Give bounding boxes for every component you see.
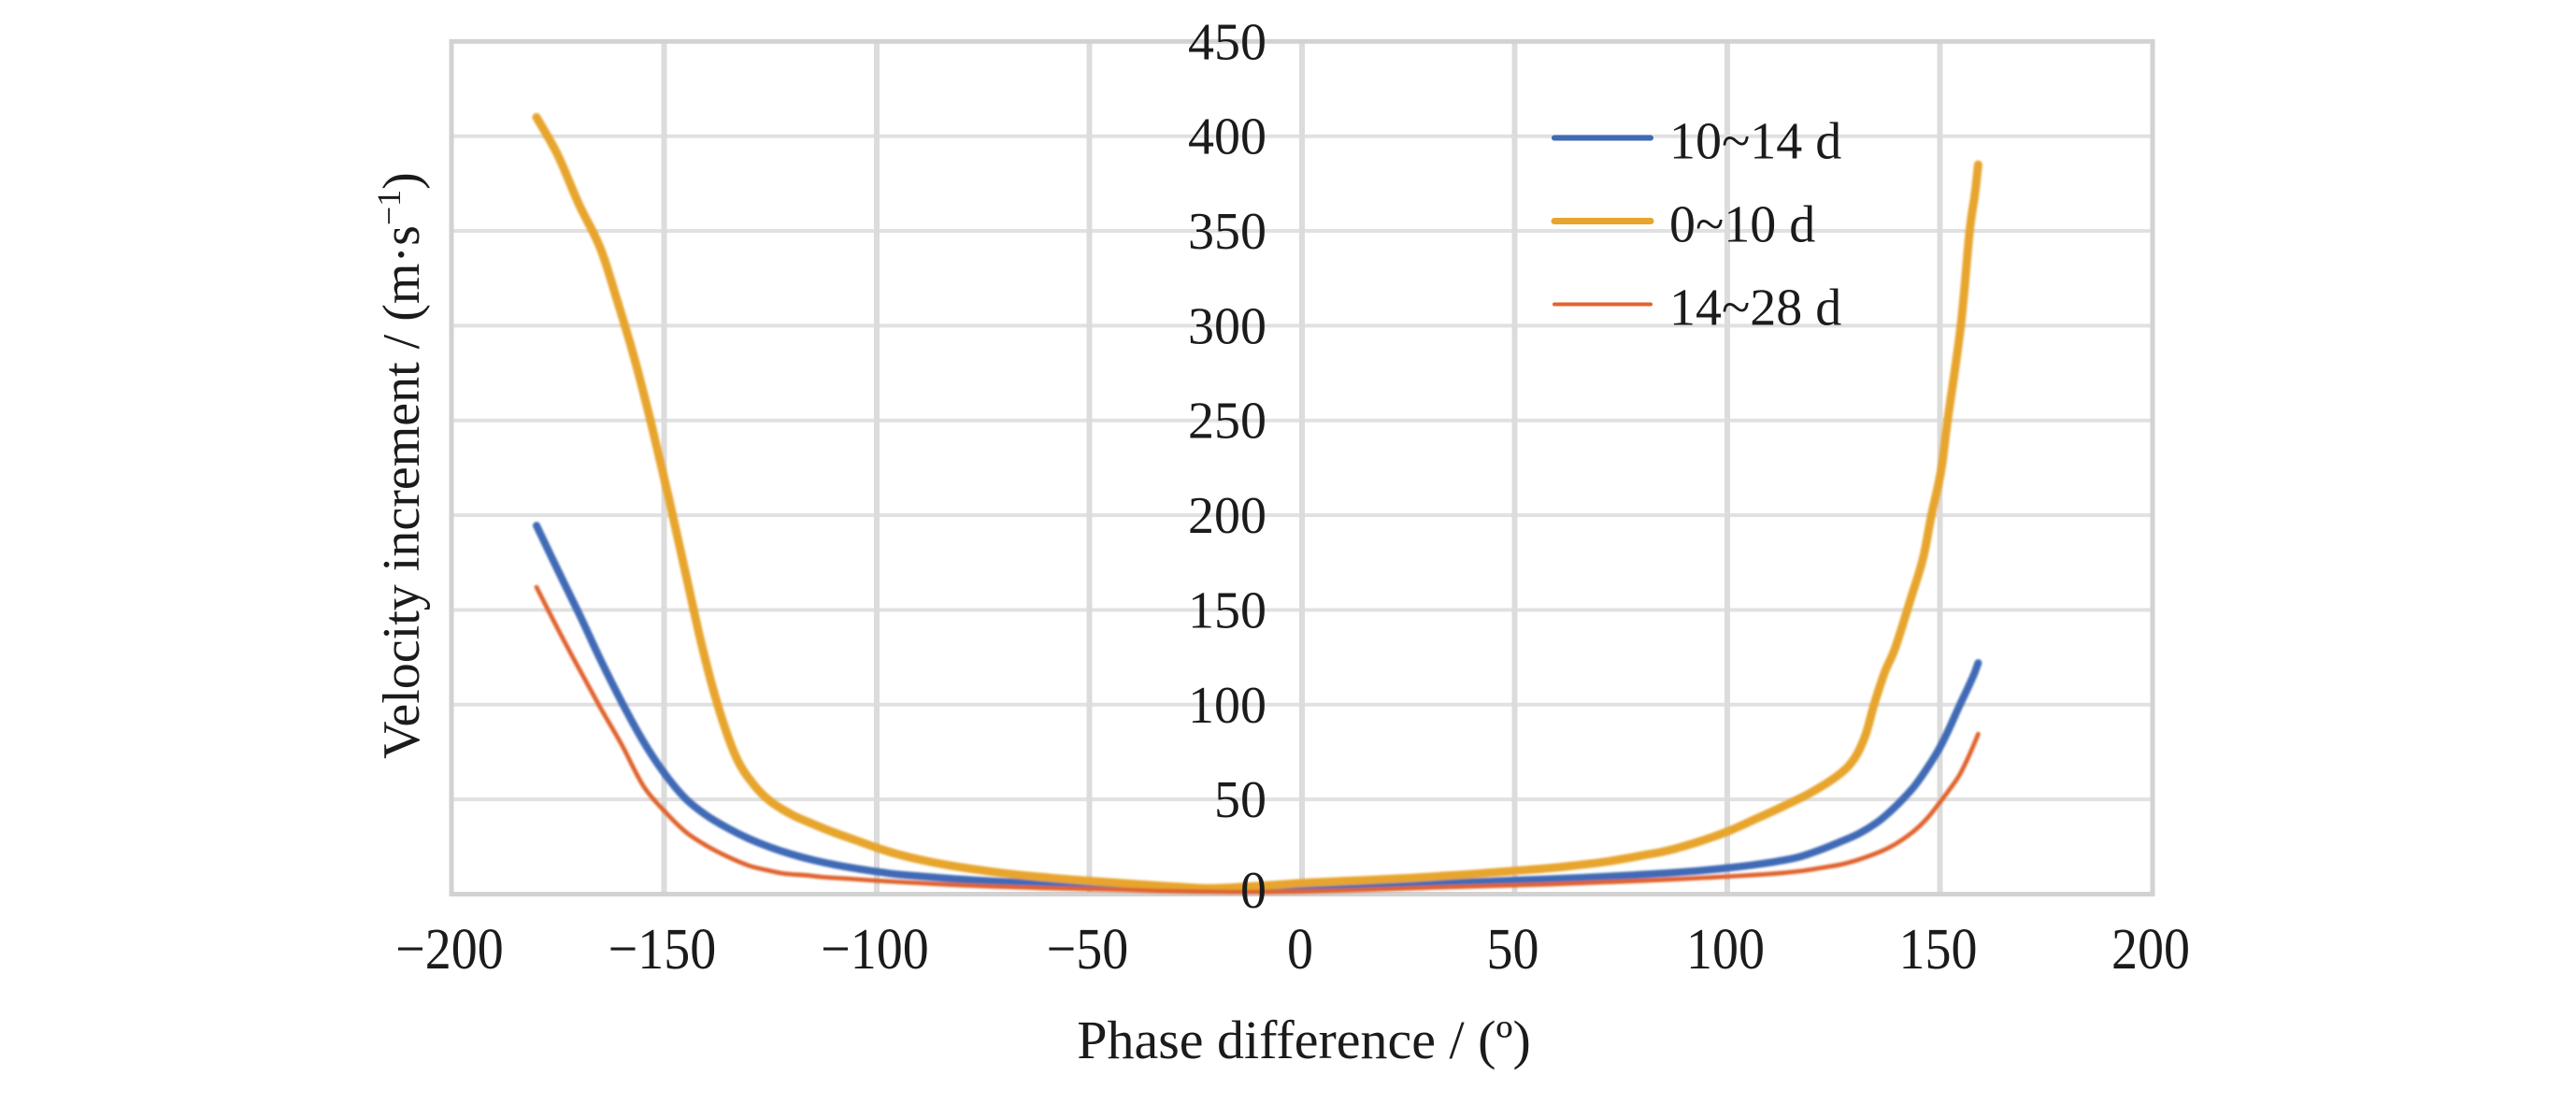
svg-text:150: 150 [1188, 582, 1267, 640]
svg-text:100: 100 [1686, 916, 1765, 982]
svg-text:100: 100 [1188, 677, 1267, 735]
svg-text:14~28 d: 14~28 d [1669, 280, 1841, 337]
svg-text:−150: −150 [608, 916, 717, 982]
svg-text:200: 200 [1188, 487, 1267, 545]
svg-text:0: 0 [1287, 916, 1313, 982]
svg-text:450: 450 [1188, 13, 1267, 71]
svg-text:350: 350 [1188, 203, 1267, 261]
svg-text:0~10 d: 0~10 d [1669, 196, 1815, 254]
svg-text:10~14 d: 10~14 d [1669, 113, 1841, 171]
svg-text:50: 50 [1214, 771, 1267, 829]
svg-text:−100: −100 [821, 916, 929, 982]
svg-text:50: 50 [1487, 916, 1539, 982]
svg-text:Phase difference / (º): Phase difference / (º) [1077, 1010, 1531, 1070]
svg-text:−200: −200 [395, 916, 504, 982]
svg-text:300: 300 [1188, 297, 1267, 355]
svg-text:−50: −50 [1047, 916, 1129, 982]
svg-text:200: 200 [2111, 916, 2190, 982]
svg-text:0: 0 [1240, 862, 1267, 920]
svg-text:250: 250 [1188, 393, 1267, 451]
svg-text:150: 150 [1899, 916, 1978, 982]
svg-text:400: 400 [1188, 108, 1267, 166]
svg-text:Velocity increment / (m·s−1): Velocity increment / (m·s−1) [370, 172, 431, 759]
